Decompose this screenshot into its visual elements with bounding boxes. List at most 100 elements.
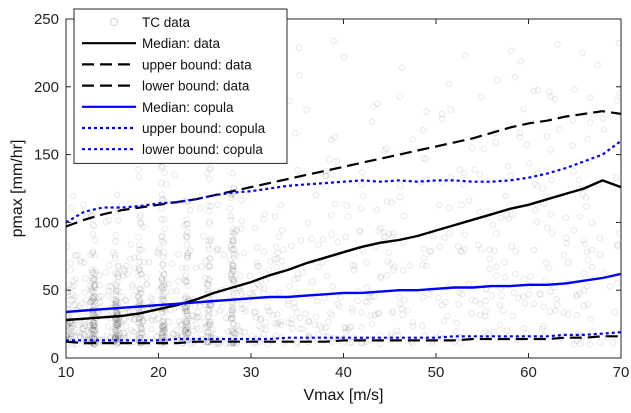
scatter-point [421,332,429,339]
scatter-point [547,93,555,101]
scatter-point [562,234,570,242]
scatter-point [391,263,398,271]
scatter-point [90,328,97,335]
scatter-point [521,325,528,332]
scatter-point [69,291,76,299]
scatter-point [76,303,83,310]
scatter-point [135,233,142,241]
scatter-point [159,329,166,337]
scatter-point [279,246,287,254]
scatter-point [104,291,112,299]
scatter-point [138,246,145,253]
scatter-point [409,136,417,143]
scatter-point [103,333,110,340]
y-tick-label: 250 [34,11,59,28]
scatter-point [230,320,237,328]
scatter-point [536,290,544,298]
scatter-point [86,283,94,290]
scatter-point [204,263,212,271]
scatter-point [315,263,322,271]
scatter-point [586,315,594,323]
scatter-point [588,219,596,226]
scatter-point [271,320,279,327]
scatter-point [78,330,86,337]
scatter-point [580,237,587,244]
scatter-point [115,335,122,342]
scatter-point [277,321,285,329]
scatter-point [89,277,96,285]
scatter-point [428,338,436,346]
scatter-point [501,258,508,266]
scatter-point [113,297,120,305]
scatter-point [75,329,83,337]
scatter-point [137,266,144,274]
scatter-point [113,321,121,328]
scatter-point [615,39,621,47]
scatter-point [588,263,596,271]
scatter-point [334,238,342,246]
scatter-point [438,115,446,123]
scatter-point [185,315,192,323]
scatter-point [446,80,453,88]
scatter-point [207,321,214,328]
scatter-point [571,86,578,93]
scatter-point [265,266,273,274]
scatter-point [205,276,213,284]
legend-label: TC data [142,15,191,30]
scatter-point [569,117,577,124]
scatter-point [346,324,353,331]
scatter-point [113,341,121,348]
scatter-point [112,337,120,345]
scatter-point [296,314,304,322]
scatter-point [227,216,235,224]
scatter-point [548,229,556,237]
scatter-point [230,277,237,284]
scatter-point [112,335,119,343]
legend-label: Median: data [142,36,221,51]
scatter-point [88,266,96,274]
legend-entry: lower bound: copula [82,142,263,157]
scatter-point [552,307,559,315]
scatter-point [388,330,395,337]
scatter-point [482,308,490,315]
scatter-point [362,298,369,305]
scatter-point [112,320,119,327]
scatter-point [161,283,168,291]
scatter-point [161,169,168,176]
scatter-point [606,283,614,291]
scatter-point [357,205,365,212]
scatter-point [184,252,191,260]
scatter-point [161,289,168,297]
scatter-point [489,221,497,229]
scatter-point [89,321,96,329]
scatter-point [340,54,348,61]
scatter-point [159,260,167,268]
scatter-point [137,322,144,330]
scatter-point [293,289,301,297]
scatter-point [110,338,117,346]
scatter-point [534,182,541,190]
scatter-point [143,314,151,322]
scatter-point [582,194,590,201]
scatter-point [206,220,214,228]
scatter-point [422,155,430,163]
scatter-point [184,311,192,319]
scatter-point [182,330,190,338]
scatter-point [158,329,166,337]
scatter-point [253,259,261,267]
scatter-point [158,319,166,327]
scatter-point [124,271,131,278]
scatter-point [136,285,143,293]
scatter-point [89,269,96,276]
scatter-point [91,321,99,329]
scatter-point [584,135,591,143]
scatter-point [80,325,87,332]
scatter-point [228,306,235,314]
scatter-point [406,262,414,269]
scatter-point [530,300,538,308]
scatter-point [242,293,249,301]
series-line-median-data [66,179,621,322]
scatter-point [445,204,453,212]
scatter-point [342,328,350,336]
scatter-point [258,325,265,332]
